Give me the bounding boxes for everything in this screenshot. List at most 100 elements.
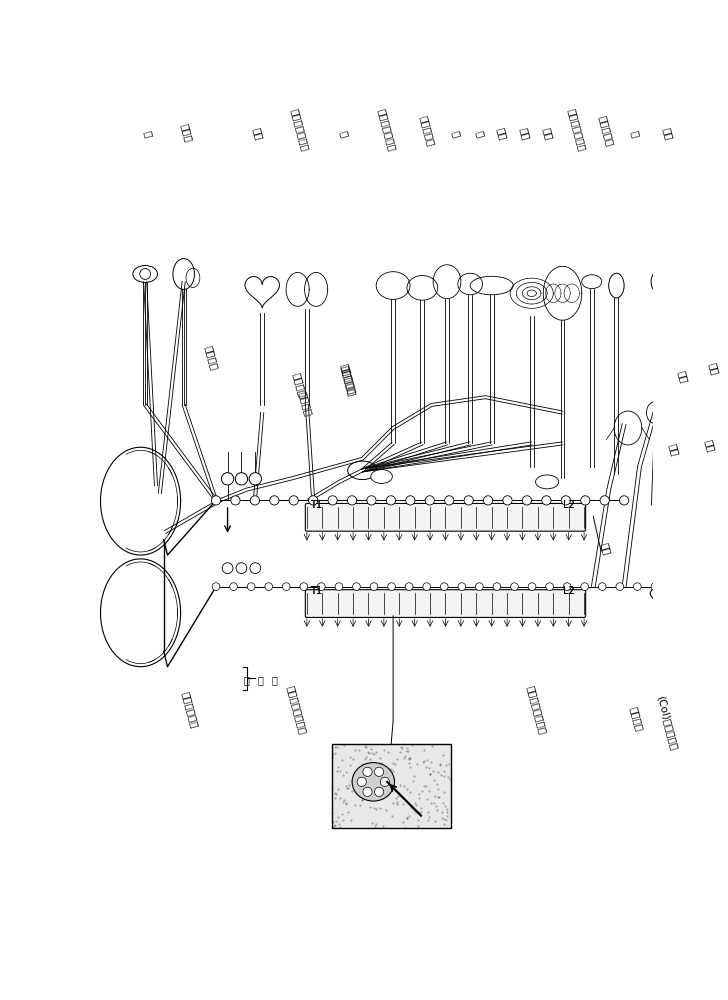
Circle shape xyxy=(236,563,247,574)
Circle shape xyxy=(211,496,221,505)
Circle shape xyxy=(405,583,413,590)
Text: 腹腔神经节: 腹腔神经节 xyxy=(339,364,357,397)
Ellipse shape xyxy=(352,763,395,801)
Ellipse shape xyxy=(348,461,377,480)
Circle shape xyxy=(335,583,343,590)
Circle shape xyxy=(250,496,259,505)
Text: L2: L2 xyxy=(563,500,574,510)
Circle shape xyxy=(357,777,366,786)
Text: 内脏神经: 内脏神经 xyxy=(298,390,314,417)
Text: 内脏神经: 内脏神经 xyxy=(291,371,307,398)
FancyBboxPatch shape xyxy=(305,503,585,531)
Circle shape xyxy=(561,496,571,505)
Circle shape xyxy=(464,496,473,505)
Circle shape xyxy=(620,496,629,505)
Circle shape xyxy=(265,583,272,590)
Text: 下: 下 xyxy=(272,676,277,686)
Text: 脊髓: 脊髓 xyxy=(599,541,612,556)
Circle shape xyxy=(231,496,240,505)
Text: 脾: 脾 xyxy=(474,130,485,138)
Text: 眼: 眼 xyxy=(142,130,154,138)
Circle shape xyxy=(651,583,659,590)
Text: 交感神经: 交感神经 xyxy=(204,344,220,371)
Ellipse shape xyxy=(371,470,392,483)
Circle shape xyxy=(440,583,448,590)
Text: T1: T1 xyxy=(310,586,322,596)
Circle shape xyxy=(352,583,360,590)
Circle shape xyxy=(282,583,290,590)
Text: 肠系膜上神经节: 肠系膜上神经节 xyxy=(376,107,397,152)
Circle shape xyxy=(374,787,384,796)
Circle shape xyxy=(289,496,298,505)
Circle shape xyxy=(581,496,590,505)
Text: T1: T1 xyxy=(310,500,322,510)
Circle shape xyxy=(269,496,279,505)
Text: 尾神经节: 尾神经节 xyxy=(628,706,645,733)
Circle shape xyxy=(600,496,609,505)
Text: 卵巢: 卵巢 xyxy=(667,442,680,457)
Text: 子宫: 子宫 xyxy=(703,439,716,453)
Text: 胰脏: 胰脏 xyxy=(496,127,508,141)
Circle shape xyxy=(425,496,435,505)
Ellipse shape xyxy=(650,587,668,600)
Text: 心脏与肺神经丛: 心脏与肺神经丛 xyxy=(289,108,310,153)
Circle shape xyxy=(374,767,384,776)
Circle shape xyxy=(250,563,261,574)
Text: 阴囊: 阴囊 xyxy=(707,362,720,376)
Text: 上: 上 xyxy=(244,676,250,686)
Circle shape xyxy=(222,563,233,574)
Circle shape xyxy=(370,583,378,590)
Circle shape xyxy=(503,496,512,505)
Circle shape xyxy=(581,583,588,590)
Circle shape xyxy=(347,496,357,505)
Text: 膀胱: 膀胱 xyxy=(661,127,674,141)
Circle shape xyxy=(598,583,606,590)
Circle shape xyxy=(616,583,624,590)
Circle shape xyxy=(300,583,308,590)
Circle shape xyxy=(529,583,536,590)
Circle shape xyxy=(405,496,415,505)
Circle shape xyxy=(483,496,493,505)
Circle shape xyxy=(235,473,248,485)
Circle shape xyxy=(387,496,395,505)
Circle shape xyxy=(475,583,483,590)
FancyBboxPatch shape xyxy=(305,590,585,617)
Text: (Col)融合在一起: (Col)融合在一起 xyxy=(655,695,679,751)
Text: 肝脏和胆囊: 肝脏和胆囊 xyxy=(419,115,436,147)
Text: T1: T1 xyxy=(310,586,322,596)
Circle shape xyxy=(328,496,337,505)
Circle shape xyxy=(423,583,430,590)
Bar xyxy=(331,744,451,828)
Text: 颈交感神经节: 颈交感神经节 xyxy=(181,691,199,729)
Circle shape xyxy=(633,583,641,590)
Text: 阴茎: 阴茎 xyxy=(676,369,689,384)
Circle shape xyxy=(493,583,501,590)
Circle shape xyxy=(458,583,466,590)
Circle shape xyxy=(522,496,531,505)
Circle shape xyxy=(388,583,395,590)
Text: L2: L2 xyxy=(563,586,574,596)
Circle shape xyxy=(317,583,325,590)
Circle shape xyxy=(309,496,318,505)
Text: 肾上腺髓质: 肾上腺髓质 xyxy=(597,115,614,147)
Circle shape xyxy=(542,496,551,505)
Circle shape xyxy=(367,496,376,505)
Text: 小肠: 小肠 xyxy=(542,127,555,141)
Text: 交感神经链神经节: 交感神经链神经节 xyxy=(525,685,548,736)
Circle shape xyxy=(546,583,553,590)
Circle shape xyxy=(221,473,234,485)
Circle shape xyxy=(563,583,571,590)
Circle shape xyxy=(510,583,518,590)
Circle shape xyxy=(363,767,372,776)
Text: T1: T1 xyxy=(310,500,322,510)
Text: 脊髓神经灰质分支: 脊髓神经灰质分支 xyxy=(285,685,308,736)
Text: 胃: 胃 xyxy=(451,130,462,138)
Text: 肾: 肾 xyxy=(630,130,641,138)
Circle shape xyxy=(249,473,261,485)
Text: 肠系膜下神经节: 肠系膜下神经节 xyxy=(566,107,587,152)
Text: L2: L2 xyxy=(563,586,574,596)
Text: 肺: 肺 xyxy=(339,130,349,138)
Circle shape xyxy=(248,583,255,590)
Ellipse shape xyxy=(536,475,558,489)
Text: L2: L2 xyxy=(563,500,574,510)
